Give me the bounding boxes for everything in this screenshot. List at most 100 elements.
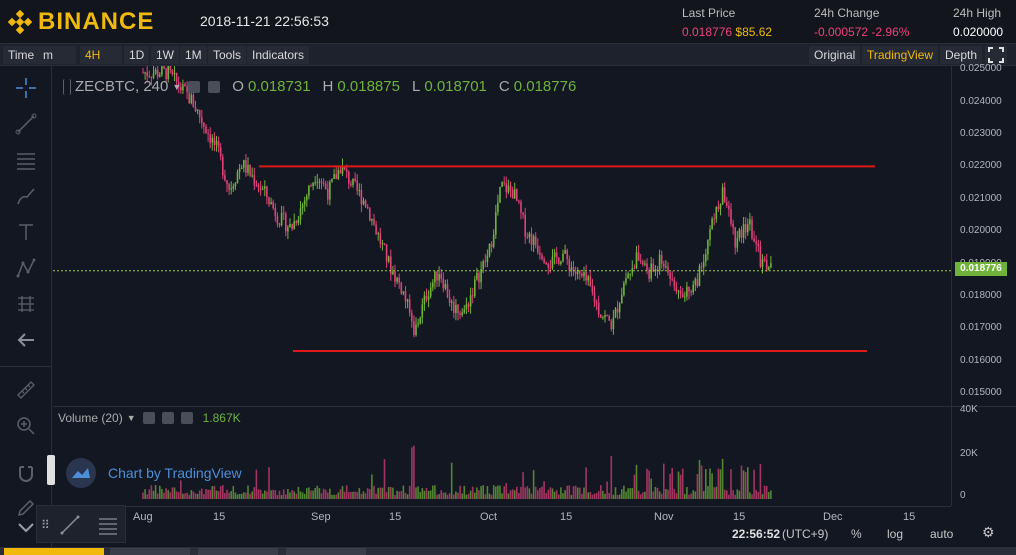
- candle-body: [152, 73, 155, 78]
- interval-1m-button[interactable]: 1M: [180, 46, 207, 64]
- gear-icon[interactable]: ⚙: [982, 524, 995, 540]
- volume-bar: [387, 487, 390, 499]
- drawing-toolbar: [0, 66, 52, 555]
- brush-icon[interactable]: [12, 182, 40, 210]
- volume-bar: [597, 491, 600, 499]
- time-axis[interactable]: Aug 15 Sep 15 Oct 15 Nov 15 Dec 15: [53, 506, 951, 526]
- time-button[interactable]: Time: [3, 46, 40, 64]
- status-tab[interactable]: [198, 548, 278, 555]
- candle-body: [459, 313, 461, 315]
- log-toggle[interactable]: log: [887, 527, 904, 541]
- minute-label: m: [43, 48, 53, 62]
- fib-retracement-icon[interactable]: [12, 146, 40, 174]
- candle-body: [400, 282, 403, 294]
- candle-body: [272, 202, 274, 209]
- volume-bar: [465, 494, 468, 499]
- price-axis[interactable]: 0.025000 0.024000 0.023000 0.022000 0.021000…: [951, 63, 1016, 506]
- volume-pane[interactable]: [53, 406, 951, 506]
- candle-body: [232, 186, 235, 189]
- fib-favorite-icon[interactable]: [93, 510, 123, 540]
- volume-bar: [310, 490, 312, 499]
- status-tab-active[interactable]: [4, 548, 104, 555]
- magnet-icon[interactable]: [12, 460, 40, 488]
- candle-body: [673, 280, 676, 287]
- candle-body: [159, 74, 161, 77]
- volume-bar: [576, 487, 579, 499]
- candle-body: [310, 185, 312, 187]
- volume-bar: [150, 485, 153, 499]
- candle-body: [280, 212, 283, 226]
- volume-bar: [757, 492, 760, 499]
- candle-body: [198, 109, 201, 118]
- tradingview-watermark[interactable]: Chart by TradingView: [66, 458, 242, 488]
- candle-body: [327, 189, 329, 200]
- chevron-down-icon[interactable]: ▼: [172, 81, 182, 92]
- candle-body: [196, 109, 199, 111]
- zoom-in-icon[interactable]: [12, 412, 40, 440]
- timezone-label[interactable]: (UTC+9): [782, 527, 829, 541]
- candle-body: [463, 309, 466, 313]
- interval-1d-button[interactable]: 1D: [124, 46, 150, 64]
- legend-collapse-icon[interactable]: [63, 78, 71, 95]
- gear-icon[interactable]: [208, 80, 221, 93]
- candle-body: [301, 204, 304, 209]
- ruler-icon[interactable]: [12, 376, 40, 404]
- close-icon[interactable]: [180, 412, 193, 424]
- high-label: 24h High: [953, 6, 1002, 20]
- back-arrow-icon[interactable]: [12, 326, 40, 354]
- tools-button[interactable]: Tools: [208, 46, 247, 64]
- candle-body: [667, 266, 669, 273]
- trendline-favorite-icon[interactable]: [55, 510, 85, 540]
- candle-body: [461, 312, 463, 315]
- price-chart[interactable]: [53, 60, 951, 406]
- sidebar-toggle[interactable]: [47, 455, 55, 485]
- candle-body: [369, 208, 371, 221]
- prediction-icon[interactable]: [12, 290, 40, 318]
- candle-body: [243, 160, 245, 168]
- fullscreen-icon[interactable]: [985, 46, 1007, 64]
- original-view-button[interactable]: Original: [809, 46, 861, 64]
- indicators-button[interactable]: Indicators: [247, 46, 310, 64]
- depth-view-button[interactable]: Depth: [940, 46, 983, 64]
- pencil-icon[interactable]: [12, 494, 40, 522]
- settings-icon[interactable]: [188, 80, 201, 93]
- candle-body: [335, 174, 337, 180]
- tradingview-view-button[interactable]: TradingView: [862, 46, 939, 64]
- crosshair-icon[interactable]: [12, 74, 40, 102]
- drag-handle-icon[interactable]: ⠿: [41, 518, 50, 532]
- percent-toggle[interactable]: %: [851, 527, 862, 541]
- volume-bar: [291, 490, 293, 499]
- volume-label[interactable]: Volume (20): [58, 411, 123, 425]
- binance-logo[interactable]: BINANCE: [8, 8, 154, 36]
- interval-dropdown[interactable]: 4H ▼: [80, 46, 122, 79]
- candle-body: [322, 182, 325, 184]
- volume-bar: [566, 485, 568, 499]
- volume-bar: [543, 481, 545, 499]
- status-tab[interactable]: [110, 548, 190, 555]
- candle-body: [402, 291, 405, 294]
- symbol-label[interactable]: ZECBTC, 240: [75, 78, 169, 95]
- volume-bar: [503, 486, 505, 499]
- volume-bar: [171, 487, 174, 499]
- close-value: 0.018776: [513, 78, 577, 95]
- candle-body: [375, 224, 377, 235]
- expand-chevron-icon[interactable]: [12, 518, 40, 538]
- candle-body: [696, 279, 699, 287]
- candle-body: [616, 308, 619, 313]
- text-tool-icon[interactable]: [12, 218, 40, 246]
- pattern-icon[interactable]: [12, 254, 40, 282]
- eye-icon[interactable]: [142, 412, 155, 424]
- chevron-down-icon[interactable]: ▼: [126, 413, 136, 423]
- candle-body: [207, 133, 209, 135]
- minute-dropdown[interactable]: m ▼: [38, 46, 76, 79]
- auto-toggle[interactable]: auto: [930, 527, 954, 541]
- volume-bar: [394, 494, 396, 499]
- settings-icon[interactable]: [161, 412, 174, 424]
- interval-1w-button[interactable]: 1W: [151, 46, 179, 64]
- volume-bar: [747, 467, 749, 499]
- candle-body: [654, 269, 657, 272]
- high-label: H: [322, 78, 334, 95]
- trendline-icon[interactable]: [12, 110, 40, 138]
- volume-bar: [616, 494, 619, 499]
- status-tab[interactable]: [286, 548, 366, 555]
